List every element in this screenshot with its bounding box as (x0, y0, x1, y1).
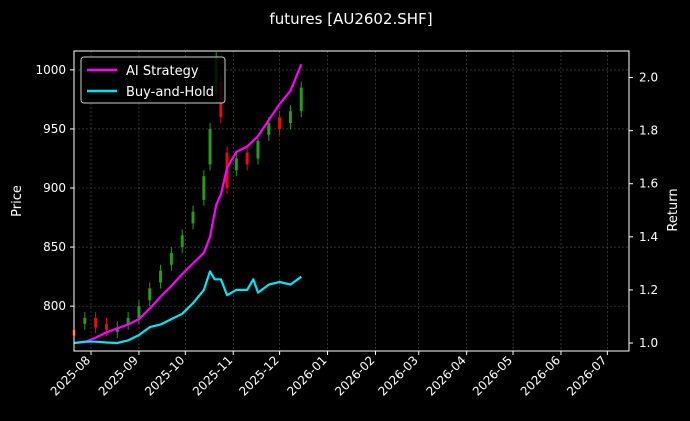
x-tick-label: 2025-11 (190, 353, 235, 398)
y-axis-label-left: Price (10, 185, 25, 217)
candle-body (180, 235, 184, 248)
y-axis-right-ticks: 1.0 1.2 1.4 1.6 1.8 2.0 (629, 71, 658, 350)
y-right-tick-label: 1.6 (639, 177, 658, 191)
line-series (73, 63, 303, 345)
candle-body (159, 270, 163, 283)
y-tick-label: 800 (43, 299, 66, 313)
x-tick-label: 2025-09 (96, 353, 141, 398)
x-tick-label: 2026-06 (518, 353, 563, 398)
y-right-tick-label: 1.8 (639, 124, 658, 138)
y-tick-label: 850 (43, 240, 66, 254)
x-tick-label: 2025-08 (48, 353, 93, 398)
y-tick-label: 900 (43, 181, 66, 195)
candle-body (245, 152, 249, 165)
x-tick-label: 2025-12 (236, 353, 281, 398)
candle-body (191, 211, 195, 224)
candle-body (256, 140, 260, 159)
candle-body (94, 317, 98, 328)
candle-body (278, 117, 282, 129)
x-tick-label: 2026-01 (284, 353, 329, 398)
x-tick-label: 2026-04 (423, 353, 468, 398)
candle-body (234, 158, 238, 171)
y-right-tick-label: 1.4 (639, 230, 658, 244)
x-tick-label: 2026-03 (376, 353, 421, 398)
candle-body (83, 317, 87, 324)
y-right-tick-label: 1.0 (639, 336, 658, 350)
legend-label-strategy: AI Strategy (126, 64, 199, 79)
plot-frame (73, 50, 630, 352)
x-tick-label: 2026-02 (332, 353, 377, 398)
y-tick-label: 950 (43, 122, 66, 136)
y-right-tick-label: 2.0 (639, 71, 658, 85)
y-axis-label-right: Return (666, 188, 681, 231)
candle-body (115, 327, 119, 333)
chart-title: futures [AU2602.SHF] (269, 10, 432, 28)
candle-body (148, 288, 152, 301)
candle-body (267, 123, 271, 135)
candle-body (299, 87, 303, 112)
candle-body (126, 317, 130, 324)
x-axis-ticks: 2025-08 2025-09 2025-10 2025-11 2025-12 2026-… (48, 351, 609, 399)
y-right-tick-label: 1.2 (639, 283, 658, 297)
candle-body (104, 323, 108, 330)
candle-body (202, 176, 206, 200)
series-line-ai-strategy (73, 63, 303, 345)
legend: AI Strategy Buy-and-Hold (80, 56, 226, 104)
x-tick-label: 2026-05 (470, 353, 515, 398)
candle-body (137, 306, 141, 318)
y-tick-label: 1000 (35, 63, 66, 77)
candle-body (169, 252, 173, 265)
x-tick-label: 2026-07 (564, 353, 609, 398)
y-axis-left-ticks: 800 850 900 950 1000 (35, 63, 74, 313)
candle-body (288, 111, 292, 124)
series-line-buy-and-hold (73, 270, 302, 345)
candle-body (208, 128, 212, 165)
legend-label-buyhold: Buy-and-Hold (126, 85, 214, 100)
x-tick-label: 2025-10 (142, 353, 187, 398)
